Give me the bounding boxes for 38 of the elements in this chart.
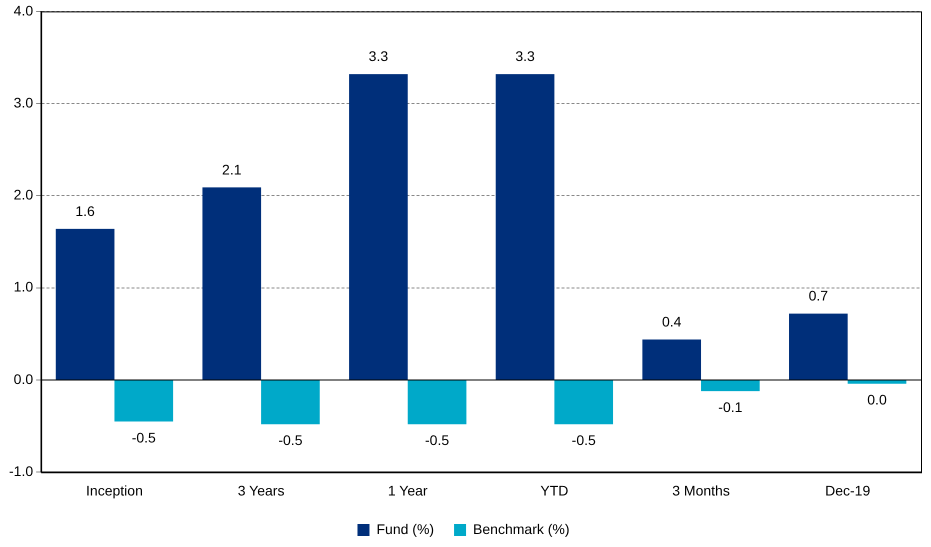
y-tick-label: -1.0 xyxy=(9,463,34,480)
bar xyxy=(202,187,262,380)
data-label: -0.5 xyxy=(278,432,303,448)
bar xyxy=(496,74,554,380)
data-label: -0.5 xyxy=(132,429,156,446)
y-tick-label: 1.0 xyxy=(14,278,34,295)
x-tick-label: Dec-19 xyxy=(825,482,870,498)
y-tick-label: 4.0 xyxy=(14,2,34,18)
bar xyxy=(642,339,702,380)
data-label: 3.3 xyxy=(368,48,388,64)
x-tick-label: Inception xyxy=(86,482,143,498)
y-tick-label: 3.0 xyxy=(14,94,34,110)
data-label: 1.6 xyxy=(75,202,96,219)
data-label: -0.5 xyxy=(425,432,450,448)
bar xyxy=(848,380,906,384)
data-label: 3.3 xyxy=(515,48,535,64)
bar xyxy=(408,380,466,424)
bar xyxy=(349,74,408,380)
legend-label: Fund (%) xyxy=(376,520,434,537)
bar xyxy=(56,228,114,380)
y-tick-label: 2.0 xyxy=(14,186,34,203)
data-label: 0.7 xyxy=(808,288,828,304)
x-tick-label: 1 Year xyxy=(388,482,428,498)
bar xyxy=(789,314,848,380)
bar xyxy=(554,380,614,424)
legend-label: Benchmark (%) xyxy=(473,520,570,537)
data-label: 2.1 xyxy=(222,161,242,178)
y-tick-label: 0.0 xyxy=(14,370,34,387)
data-label: 0.0 xyxy=(867,392,887,408)
data-label: -0.5 xyxy=(572,432,596,448)
x-tick-label: 3 Years xyxy=(238,482,284,498)
data-label: -0.1 xyxy=(718,398,743,415)
x-tick-label: YTD xyxy=(540,482,568,498)
bar xyxy=(261,380,320,424)
data-label: 0.4 xyxy=(662,313,682,330)
x-tick-label: 3 Months xyxy=(672,482,730,498)
bar xyxy=(701,380,760,392)
bar xyxy=(114,380,174,422)
